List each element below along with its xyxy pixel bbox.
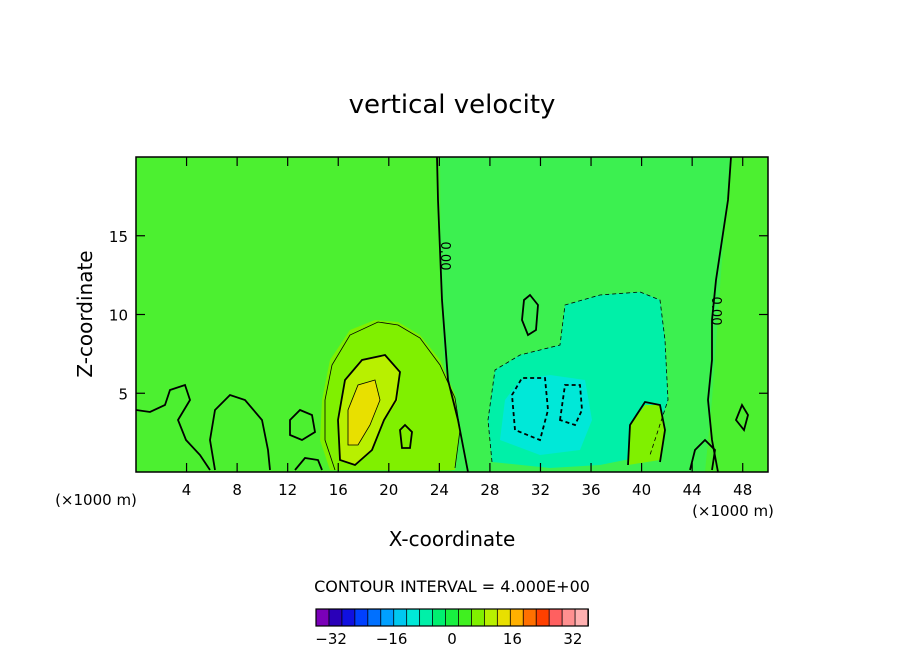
x-axis-title: X-coordinate [389, 527, 516, 551]
contour-lines [136, 157, 749, 472]
colorbar-swatch [328, 608, 343, 627]
x-tick-label: 44 [683, 481, 702, 499]
downdraft-contour-small [559, 384, 583, 427]
x-tick-label: 20 [379, 481, 398, 499]
colorbar-tick-label: −16 [376, 630, 408, 648]
colorbar-swatch [561, 608, 576, 627]
zero-contour-labels: 0.00 0.00 [437, 242, 723, 326]
x-tick-label: 16 [329, 481, 348, 499]
x-tick-label: 36 [581, 481, 600, 499]
colorbar-swatch [393, 608, 408, 627]
small-cell-2 [399, 423, 413, 449]
updraft-contour-mid [337, 354, 401, 467]
colorbar-frame [315, 608, 589, 627]
updraft-east-fill [628, 405, 665, 465]
colorbar-swatch [548, 608, 563, 627]
colorbar-swatch [406, 608, 421, 627]
colorbar [315, 608, 589, 627]
low-level-contour-mid [209, 393, 271, 471]
small-cell-3 [289, 408, 316, 442]
chart-title: vertical velocity [349, 90, 556, 120]
x-tick-label: 28 [480, 481, 499, 499]
zero-contour-east [707, 157, 732, 472]
colorbar-swatch [483, 608, 499, 627]
x-unit-label-right: (×1000 m) [692, 502, 774, 520]
updraft-contour-outer [324, 321, 461, 471]
colorbar-tick-label: 0 [447, 630, 457, 648]
colorbar-swatch [509, 608, 525, 627]
colorbar-swatch [354, 608, 369, 627]
updraft-east-contour [627, 400, 666, 466]
small-cell-4 [689, 438, 716, 471]
low-level-contour-west [136, 383, 211, 471]
y-tick-label: 5 [118, 385, 128, 403]
colorbar-swatch [380, 608, 395, 627]
colorbar-swatch [367, 608, 382, 627]
colorbar-tick-label: 32 [563, 630, 582, 648]
small-cell-6 [294, 457, 323, 471]
x-unit-label-left: (×1000 m) [55, 491, 137, 509]
colorbar-swatch [458, 608, 473, 627]
small-cell-1 [521, 293, 539, 337]
x-tick-label: 24 [430, 481, 449, 499]
contour-interval-label: CONTOUR INTERVAL = 4.000E+00 [314, 577, 590, 596]
y-axis-title: Z-coordinate [73, 250, 97, 377]
colorbar-swatch [471, 608, 486, 627]
colorbar-tick-label: −32 [315, 630, 347, 648]
y-tick-label: 15 [109, 228, 128, 246]
downdraft-contour-inner [511, 377, 549, 442]
x-tick-label: 40 [632, 481, 651, 499]
zero-contour-label-east: 0.00 [708, 297, 723, 326]
zero-contour-west [436, 157, 469, 472]
downdraft-contour-outer [487, 291, 669, 463]
colorbar-swatch [315, 608, 330, 627]
updraft-contour-core [347, 379, 381, 446]
colorbar-swatch [522, 608, 538, 627]
colorbar-tick-label: 16 [503, 630, 522, 648]
colorbar-tick-labels: −32 −16 0 16 32 [315, 630, 582, 648]
colorbar-swatch [535, 608, 551, 627]
x-tick-label: 4 [182, 481, 192, 499]
updraft-core-fill [348, 380, 380, 445]
x-tick-label: 8 [232, 481, 242, 499]
x-tick-label: 48 [733, 481, 752, 499]
colorbar-swatch [496, 608, 512, 627]
colorbar-swatch [341, 608, 356, 627]
plot-area: 0.00 0.00 [136, 157, 768, 472]
colorbar-swatch [574, 608, 589, 627]
small-cell-5 [734, 402, 749, 432]
colorbar-swatch [432, 608, 447, 627]
x-tick-label: 12 [278, 481, 297, 499]
zero-contour-label-west: 0.00 [437, 242, 452, 271]
y-axis-ticks: 5 10 15 [109, 228, 768, 403]
x-tick-label: 32 [531, 481, 550, 499]
colorbar-swatch [445, 608, 460, 627]
x-axis-ticks: 4 8 12 16 20 24 28 32 36 40 44 48 [182, 157, 752, 499]
colorbar-swatch [419, 608, 434, 627]
y-tick-label: 10 [109, 307, 128, 325]
